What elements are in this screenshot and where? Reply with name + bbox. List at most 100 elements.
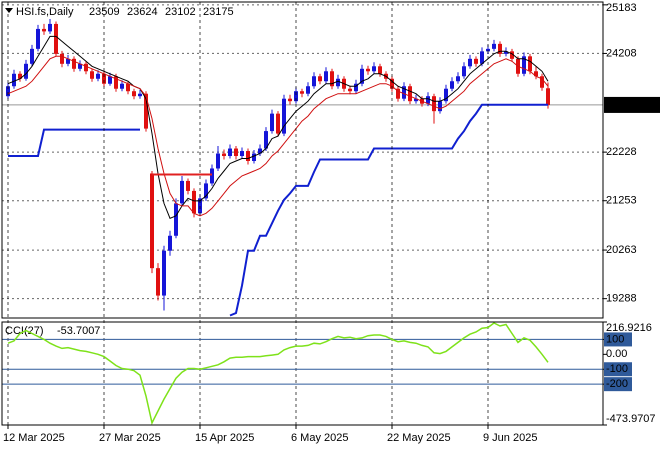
candle-body <box>372 66 376 72</box>
chart-title: HSI.fs,Daily <box>16 6 74 18</box>
level-label-box <box>604 377 632 392</box>
ohlc-value: 23624 <box>127 6 158 18</box>
candle-body <box>294 91 298 102</box>
candle-body <box>234 148 238 157</box>
candle-body <box>228 148 232 157</box>
candle-body <box>396 88 400 99</box>
candle-body <box>330 71 334 87</box>
level-label-box <box>604 332 632 347</box>
candle-body <box>426 96 430 104</box>
indicator-line <box>7 322 549 426</box>
candle-body <box>66 58 70 64</box>
candle-body <box>96 73 100 79</box>
candle-body <box>450 81 454 89</box>
candle-body <box>408 86 412 102</box>
indicator-line <box>7 55 549 217</box>
y-tick-label: 22228 <box>606 146 637 158</box>
candle-body <box>456 76 460 82</box>
candle-body <box>306 86 310 94</box>
y-tick-label: -473.9707 <box>606 413 656 425</box>
y-tick-label: 20263 <box>606 244 637 256</box>
y-tick-label: 19288 <box>606 293 637 305</box>
x-tick-label: 15 Apr 2025 <box>195 432 254 444</box>
level-label-box <box>604 362 632 377</box>
candle-body <box>282 98 286 134</box>
candle-body <box>540 76 544 88</box>
candle-body <box>126 83 130 92</box>
candle-body <box>42 28 46 32</box>
candle-body <box>402 86 406 99</box>
candle-body <box>216 153 220 169</box>
candle-body <box>312 76 316 87</box>
candle-body <box>90 71 94 79</box>
candle-body <box>354 83 358 92</box>
candle-body <box>462 66 466 77</box>
candle-body <box>504 51 508 54</box>
candle-body <box>264 131 268 149</box>
ohlc-value: 23509 <box>89 6 120 18</box>
candle-body <box>144 93 148 129</box>
candle-body <box>300 91 304 94</box>
candle-body <box>78 63 82 69</box>
candle-body <box>252 153 256 161</box>
candle-body <box>492 43 496 49</box>
candle-body <box>270 113 274 132</box>
candle-body <box>444 88 448 102</box>
candle-body <box>534 71 538 77</box>
candle-body <box>18 73 22 79</box>
indicator-line <box>7 35 549 219</box>
candle-body <box>120 83 124 89</box>
candle-body <box>522 56 526 74</box>
candle-body <box>30 48 34 64</box>
candle-body <box>36 28 40 49</box>
candle-body <box>156 268 160 296</box>
candle-body <box>210 168 214 184</box>
candle-body <box>528 56 532 72</box>
candle-body <box>468 58 472 67</box>
candle-body <box>276 113 280 134</box>
candle-body <box>168 235 172 251</box>
candle-body <box>510 51 514 59</box>
candle-body <box>318 76 322 82</box>
indicator-value: -53.7007 <box>57 325 100 337</box>
candle-body <box>498 43 502 54</box>
y-tick-label: 100 <box>606 333 624 345</box>
candle-body <box>186 180 190 191</box>
candle-body <box>132 91 136 97</box>
price-label-box <box>604 96 660 113</box>
y-tick-label: 25183 <box>606 2 637 14</box>
panel-frame <box>1 1 604 319</box>
candle-body <box>348 88 352 92</box>
y-tick-label: 21253 <box>606 195 637 207</box>
candle-body <box>162 250 166 296</box>
ohlc-value: 23175 <box>203 6 234 18</box>
y-tick-label: 0.00 <box>606 348 627 360</box>
candle-body <box>72 58 76 69</box>
candle-body <box>474 58 478 64</box>
candle-body <box>360 68 364 84</box>
ohlc-value: 23102 <box>165 6 196 18</box>
x-tick-label: 12 Mar 2025 <box>3 432 65 444</box>
candle-body <box>480 51 484 64</box>
price-label: 23175 <box>609 99 640 111</box>
x-tick-label: 9 Jun 2025 <box>483 432 537 444</box>
indicator-line <box>8 103 548 317</box>
menu-triangle <box>5 8 13 13</box>
candle-body <box>390 78 394 89</box>
candle-body <box>414 98 418 102</box>
y-tick-label: -200 <box>606 378 628 390</box>
candle-body <box>60 53 64 64</box>
candle-body <box>324 71 328 82</box>
candle-body <box>24 63 28 79</box>
x-tick-label: 6 May 2025 <box>291 432 348 444</box>
candle-body <box>432 96 436 112</box>
x-tick-label: 22 May 2025 <box>387 432 451 444</box>
candle-body <box>192 190 196 214</box>
candle-body <box>378 66 382 74</box>
candle-body <box>84 63 88 72</box>
candle-body <box>114 76 118 89</box>
candle-body <box>366 68 370 72</box>
candle-body <box>150 173 154 269</box>
